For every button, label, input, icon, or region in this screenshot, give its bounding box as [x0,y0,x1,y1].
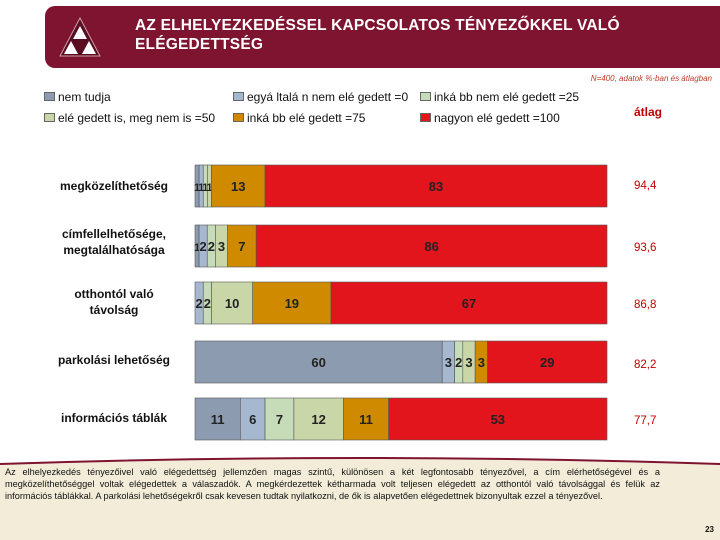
bar-value-label: 2 [200,239,207,254]
legend-label: inká bb nem elé gedett =25 [434,89,580,104]
average-column-header: átlag [634,105,663,119]
category-label-line: otthontól való [74,287,154,301]
footer-summary: Az elhelyezkedés tényezőivel való eléged… [5,467,660,502]
average-value: 77,7 [634,415,657,427]
bar-segment [240,397,266,441]
legend-swatch [44,113,55,123]
legend-item-4: inká bb elé gedett =75 [233,110,365,125]
average-value: 94,4 [634,180,657,192]
legend-swatch [233,92,244,102]
bar-value-label: 2 [196,296,203,311]
category-label-line: címfellelhetősége, [61,227,167,241]
bar-value-label: 1 [198,182,204,194]
bar-value-label: 1 [202,182,208,194]
legend-label: elé gedett is, meg nem is =50 [58,110,216,125]
bar-segment [194,340,443,384]
bar-segment [264,397,295,441]
bar-value-label: 29 [540,355,554,370]
legend-label: nagyon elé gedett =100 [434,110,560,125]
bar-value-label: 3 [445,355,452,370]
bar-segment [264,164,608,208]
bar-value-label: 3 [478,355,485,370]
bar-segment [227,224,257,268]
bar-value-label: 3 [465,355,472,370]
category-label-address: címfellelhetősége, megtalálhatósága [40,226,188,258]
bar-value-label: 10 [225,296,239,311]
category-label-line: távolság [89,303,139,317]
bar-segment [487,340,608,384]
legend-label: inká bb elé gedett =75 [247,110,366,125]
legend-label: nem tudja [58,89,111,104]
bar-value-label: 3 [218,239,225,254]
legend-swatch [420,92,431,102]
footer-band [0,457,720,540]
category-label-parking: parkolási lehetőség [40,352,188,368]
page-title: AZ ELHELYEZKEDÉSSEL KAPCSOLATOS TÉNYEZŐK… [135,16,620,54]
legend-swatch [233,113,244,123]
bar-segment [388,397,608,441]
legend-item-1: egyá ltalá n nem elé gedett =0 [233,89,408,104]
bar-segment [330,281,608,325]
bar-segment [211,281,253,325]
bar-value-label: 2 [208,239,215,254]
bar-segment [194,397,241,441]
bar-value-label: 1 [206,182,212,194]
average-value: 82,2 [634,359,657,371]
bar-value-label: 6 [249,412,256,427]
category-label-accessibility: megközelíthetőség [40,178,188,194]
legend-swatch [44,92,55,102]
bar-value-label: 1 [194,182,200,194]
triangle-logo-icon [59,16,101,57]
bar-segment [255,224,608,268]
bar-segment [293,397,344,441]
bar-value-label: 67 [462,296,476,311]
bar-value-label: 19 [285,296,299,311]
bar-value-label: 53 [491,412,505,427]
bar-value-label: 7 [276,412,283,427]
bar-value-label: 7 [238,239,245,254]
page-number: 23 [705,525,714,534]
bar-value-label: 13 [231,179,245,194]
category-label-signs: információs táblák [40,410,188,426]
category-label-line: parkolási lehetőség [57,353,171,367]
category-label-distance: otthontól való távolság [40,286,188,318]
category-label-line: megtalálhatósága [63,243,165,257]
category-label-line: információs táblák [60,411,168,425]
bar-value-label: 83 [429,179,443,194]
average-value: 86,8 [634,299,657,311]
title-banner [45,6,720,68]
legend-item-0: nem tudja [44,89,111,104]
legend-swatch [420,113,431,123]
bar-value-label: 60 [311,355,325,370]
legend-label: egyá ltalá n nem elé gedett =0 [247,89,409,104]
bar-value-label: 12 [311,412,325,427]
legend-item-3: elé gedett is, meg nem is =50 [44,110,215,125]
legend-item-2: inká bb nem elé gedett =25 [420,89,579,104]
bar-value-label: 2 [204,296,211,311]
bar-value-label: 11 [359,412,373,427]
title-line-1: AZ ELHELYEZKEDÉSSEL KAPCSOLATOS TÉNYEZŐK… [135,17,620,34]
sample-note: N=400, adatok %-ban és átlagban [590,74,712,83]
bar-value-label: 1 [194,242,200,254]
legend-item-5: nagyon elé gedett =100 [420,110,560,125]
bar-value-label: 86 [424,239,438,254]
title-line-2: ELÉGEDETTSÉG [135,36,264,53]
bar-segment [252,281,332,325]
average-value: 93,6 [634,242,657,254]
bar-value-label: 2 [455,355,462,370]
bar-value-label: 11 [211,412,225,427]
category-label-line: megközelíthetőség [59,179,169,193]
